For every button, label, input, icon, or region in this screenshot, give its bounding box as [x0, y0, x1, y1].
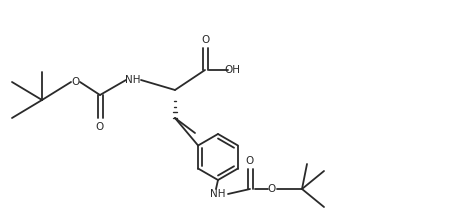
Text: NH: NH [125, 75, 141, 85]
Text: O: O [96, 122, 104, 132]
Text: O: O [268, 184, 276, 194]
Text: OH: OH [224, 65, 240, 75]
Text: NH: NH [210, 189, 226, 199]
Text: O: O [201, 35, 209, 45]
Text: O: O [71, 77, 79, 87]
Text: O: O [246, 156, 254, 166]
